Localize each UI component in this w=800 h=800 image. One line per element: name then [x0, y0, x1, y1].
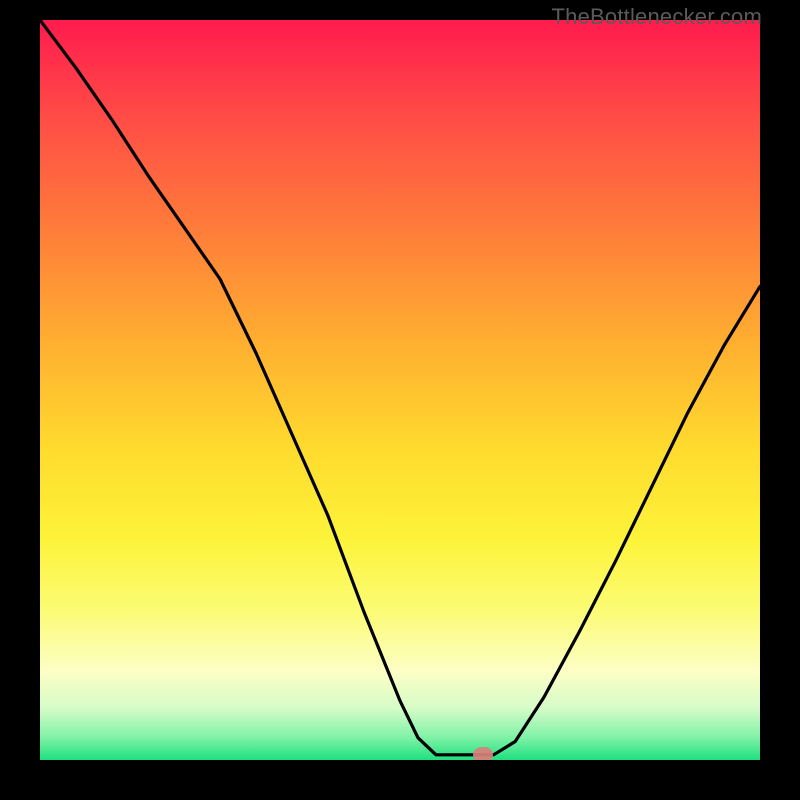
curve-path: [40, 20, 760, 755]
watermark-text: TheBottlenecker.com: [552, 4, 762, 30]
bottleneck-curve: [40, 20, 760, 760]
optimal-point-marker: [473, 747, 493, 760]
outer-frame: TheBottlenecker.com: [0, 0, 800, 800]
plot-area: [40, 20, 760, 760]
